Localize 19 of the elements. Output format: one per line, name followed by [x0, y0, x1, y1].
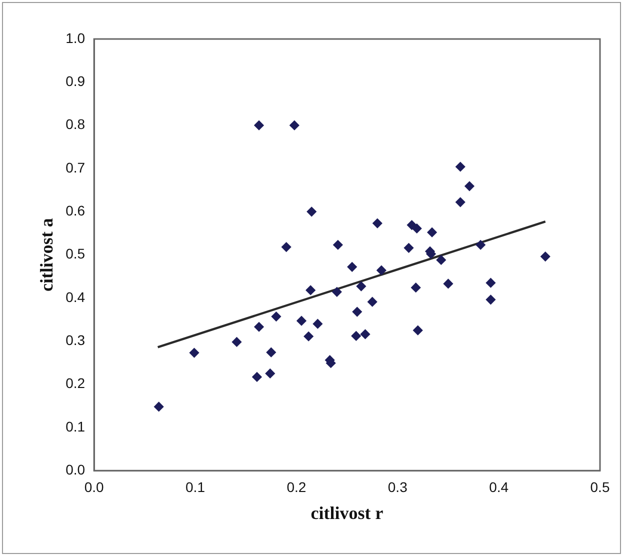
x-tick-label: 0.5 [590, 478, 610, 495]
y-tick-label: 0.5 [66, 246, 86, 262]
y-tick-label: 0.7 [66, 159, 86, 176]
y-tick-label: 0.3 [66, 332, 86, 348]
y-tick-label: 0.8 [66, 116, 86, 132]
x-tick-label: 0.1 [186, 478, 206, 495]
y-axis-title: citlivost a [36, 218, 56, 292]
x-axis-title: citlivost r [310, 502, 384, 523]
y-tick-label: 0.4 [66, 288, 86, 305]
x-tick-label: 0.0 [84, 478, 104, 495]
y-tick-label: 0.0 [66, 461, 86, 478]
y-tick-label: 1.0 [66, 30, 86, 46]
y-tick-label: 0.6 [66, 202, 86, 218]
x-tick-label: 0.3 [388, 478, 408, 495]
y-tick-label: 0.9 [66, 73, 86, 90]
x-tick-label: 0.4 [489, 478, 509, 495]
y-tick-label: 0.1 [66, 418, 86, 434]
y-tick-label: 0.2 [66, 375, 86, 392]
x-tick-label: 0.2 [286, 478, 306, 495]
